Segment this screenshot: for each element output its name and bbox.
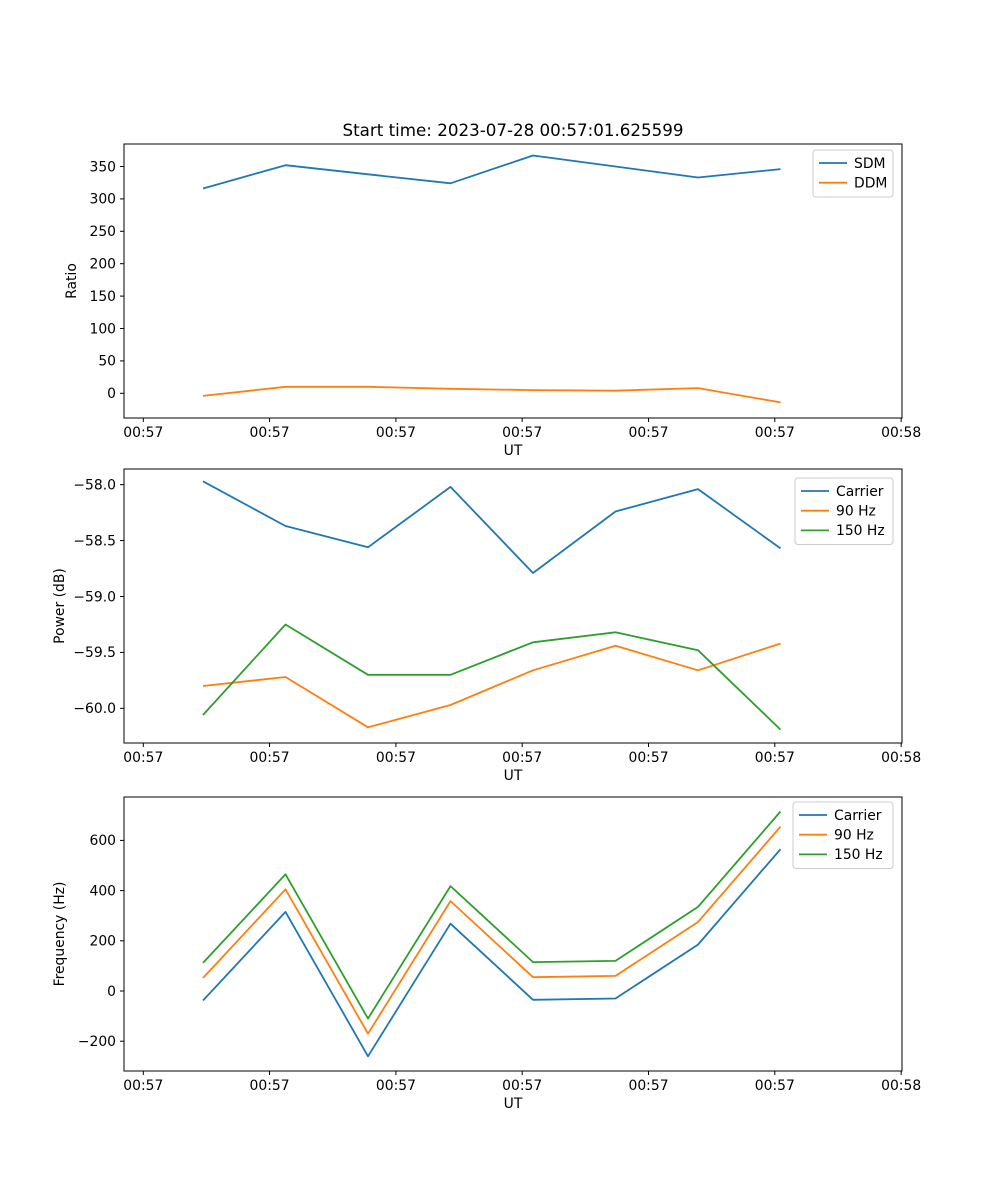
legend-label: 90 Hz — [834, 828, 874, 844]
y-tick-label: 150 — [89, 289, 116, 305]
x-tick-label: 00:57 — [123, 1078, 163, 1094]
y-tick-label: −60.0 — [73, 701, 116, 717]
y-axis-label: Frequency (Hz) — [52, 882, 68, 987]
legend-label: SDM — [854, 156, 886, 172]
legend: Carrier 90 Hz 150 Hz — [792, 801, 894, 869]
axes-spines — [123, 143, 903, 419]
x-tick-label: 00:57 — [376, 1078, 416, 1094]
series-line-carrier — [202, 480, 782, 574]
y-tick-label: 100 — [89, 321, 116, 337]
chart-power: −60.0 −59.5 −59.0 −58.5 −58.0 00:57 00:57 00:57… — [52, 468, 921, 784]
x-tick-label: 00:57 — [376, 750, 416, 766]
legend-label: 90 Hz — [836, 504, 876, 520]
y-tick-label: 300 — [89, 192, 116, 208]
y-axis-label: Ratio — [64, 263, 80, 299]
x-axis-label: UT — [504, 768, 523, 784]
x-tick-label: 00:57 — [629, 750, 669, 766]
x-tick-label: 00:57 — [376, 425, 416, 441]
x-tick-label: 00:57 — [755, 750, 795, 766]
series-line-sdm — [202, 154, 781, 190]
y-tick-label: −58.0 — [73, 477, 116, 493]
y-tick-label: 250 — [89, 224, 116, 240]
x-tick-label: 00:57 — [502, 425, 542, 441]
x-tick-label: 00:57 — [250, 750, 290, 766]
chart-frequency: −200 0 200 400 600 00:57 00:57 00:57 00:57 00:57 0… — [52, 796, 921, 1112]
x-tick-label: 00:58 — [881, 425, 921, 441]
legend: SDM DDM — [812, 149, 894, 198]
y-tick-label: 200 — [89, 256, 116, 272]
figure-title: Start time: 2023-07-28 00:57:01.625599 — [343, 120, 684, 140]
x-axis-label: UT — [504, 443, 523, 459]
legend-label: 150 Hz — [834, 847, 883, 863]
series-line-90-hz — [202, 826, 782, 1035]
legend-label: DDM — [854, 176, 887, 192]
y-axis-label: Power (dB) — [52, 568, 68, 644]
legend: Carrier 90 Hz 150 Hz — [794, 477, 894, 545]
legend-label: Carrier — [834, 808, 882, 824]
axes-spines — [123, 468, 903, 744]
axes-spines — [123, 796, 903, 1072]
x-tick-label: 00:57 — [123, 425, 163, 441]
y-tick-label: 50 — [98, 354, 116, 370]
y-tick-label: −58.5 — [73, 533, 116, 549]
y-tick-label: 0 — [107, 984, 116, 1000]
series-line-150-hz — [202, 623, 782, 731]
x-axis-label: UT — [504, 1096, 523, 1112]
y-tick-label: −200 — [78, 1034, 116, 1050]
y-tick-label: 200 — [89, 934, 116, 950]
series-line-150-hz — [202, 810, 782, 1020]
legend-label: 150 Hz — [836, 523, 885, 539]
x-tick-label: 00:57 — [502, 750, 542, 766]
x-tick-label: 00:57 — [250, 425, 290, 441]
y-tick-label: 600 — [89, 833, 116, 849]
legend-box — [794, 477, 894, 545]
y-tick-label: −59.0 — [73, 589, 116, 605]
y-tick-label: 350 — [89, 159, 116, 175]
legend-label: Carrier — [836, 484, 884, 500]
series-line-ddm — [202, 385, 781, 404]
y-tick-label: 0 — [107, 386, 116, 402]
y-tick-label: 400 — [89, 883, 116, 899]
x-tick-label: 00:57 — [502, 1078, 542, 1094]
chart-ratio: 0 50 100 150 200 250 300 350 00:57 00:57 00:57 00:5… — [64, 143, 921, 459]
x-tick-label: 00:57 — [755, 425, 795, 441]
legend-box — [792, 801, 894, 869]
x-tick-label: 00:58 — [881, 1078, 921, 1094]
x-tick-label: 00:57 — [629, 1078, 669, 1094]
y-tick-label: −59.5 — [73, 645, 116, 661]
x-tick-label: 00:57 — [123, 750, 163, 766]
legend-box — [812, 149, 894, 198]
series-line-carrier — [202, 848, 782, 1058]
series-line-90-hz — [202, 642, 781, 729]
x-tick-label: 00:57 — [250, 1078, 290, 1094]
x-tick-label: 00:57 — [629, 425, 669, 441]
x-tick-label: 00:57 — [755, 1078, 795, 1094]
x-tick-label: 00:58 — [881, 750, 921, 766]
